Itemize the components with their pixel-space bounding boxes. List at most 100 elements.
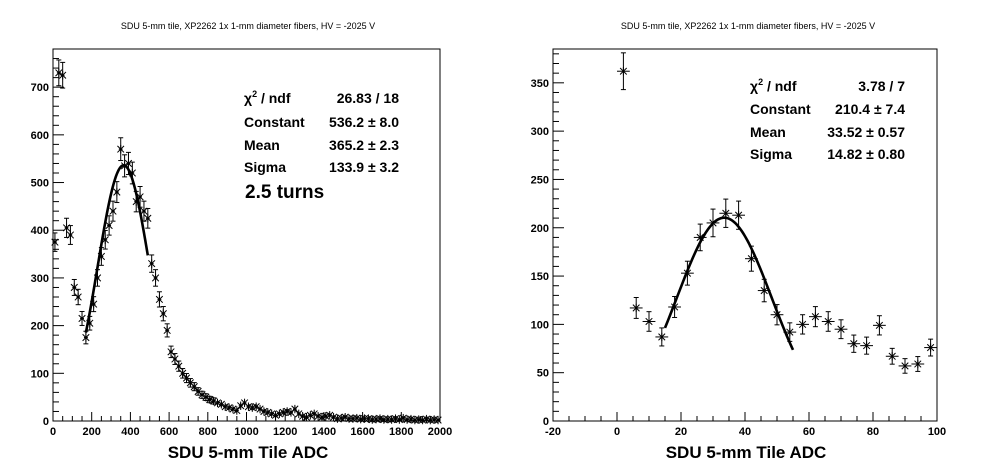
left-annotation-turns: 2.5 turns	[245, 182, 324, 203]
left-data-point	[202, 392, 210, 402]
left-data-point	[151, 269, 160, 287]
right-xtick-label: 20	[675, 426, 687, 438]
left-data-point	[82, 330, 90, 345]
left-stat-sigma-label: Sigma	[244, 159, 286, 175]
left-ytick-label: 300	[31, 273, 49, 285]
left-data-point	[159, 306, 167, 322]
left-data-point	[399, 413, 407, 423]
right-data-point	[898, 358, 912, 374]
left-data-point	[237, 401, 245, 410]
right-histogram-panel: SDU 5-mm tile, XP2262 1x 1-mm diameter f…	[531, 21, 947, 462]
right-stat-chi2-value: 3.78 / 7	[858, 78, 905, 94]
left-stat-sigma-value: 133.9 ± 3.2	[329, 159, 399, 175]
left-axis-ticks	[52, 58, 441, 422]
left-data-point	[78, 310, 86, 326]
left-data-point	[70, 278, 78, 296]
left-data-point	[144, 207, 152, 229]
left-xtick-label: 400	[121, 426, 139, 438]
left-xtick-label: 1600	[350, 426, 374, 438]
left-data-point	[380, 415, 388, 424]
left-data-point	[322, 412, 330, 421]
right-ytick-label: 100	[531, 319, 549, 331]
right-data-point	[834, 319, 848, 340]
right-data-point	[783, 322, 797, 342]
left-data-point	[117, 137, 125, 162]
left-ytick-label: 500	[31, 178, 49, 190]
right-ytick-label: 350	[531, 78, 549, 90]
left-data-point	[171, 353, 179, 365]
left-data-point	[357, 414, 365, 424]
right-data-point	[629, 296, 643, 319]
left-data-point	[163, 323, 171, 338]
right-ytick-label: 300	[531, 126, 549, 138]
left-data-point	[256, 404, 264, 414]
right-data-points	[617, 52, 937, 374]
left-data-point	[55, 59, 63, 87]
right-data-point	[847, 334, 861, 353]
left-data-point	[426, 415, 434, 425]
left-fit-curve	[84, 163, 150, 333]
right-xtick-label: 100	[928, 426, 946, 438]
left-data-point	[155, 291, 164, 308]
right-xtick-label: 0	[614, 426, 620, 438]
right-data-point	[617, 52, 630, 91]
left-xtick-label: 0	[50, 426, 56, 438]
right-ytick-label: 0	[543, 416, 549, 428]
left-data-point	[376, 414, 384, 423]
left-data-point	[221, 402, 229, 411]
left-stat-constant-label: Constant	[244, 114, 305, 130]
right-ytick-label: 50	[537, 368, 549, 380]
left-data-point	[66, 225, 75, 245]
left-data-point	[275, 409, 284, 419]
left-ytick-label: 100	[31, 368, 49, 380]
left-data-point	[434, 415, 442, 425]
right-stat-constant-value: 210.4 ± 7.4	[835, 101, 905, 117]
right-data-point	[873, 315, 886, 336]
right-stat-chi2-label: χ2 / ndf	[750, 77, 797, 94]
right-axis-ticks	[552, 53, 938, 422]
left-data-point	[109, 200, 117, 222]
left-data-point	[74, 288, 82, 306]
left-data-point	[225, 403, 233, 412]
left-data-point	[329, 412, 338, 422]
left-stat-mean-value: 365.2 ± 2.3	[329, 137, 399, 153]
left-chart-title: SDU 5-mm tile, XP2262 1x 1-mm diameter f…	[121, 21, 375, 31]
left-data-point	[306, 411, 315, 420]
right-data-point	[655, 327, 669, 347]
right-data-point	[821, 311, 835, 332]
left-data-point	[295, 409, 303, 419]
left-data-point	[178, 368, 187, 379]
left-data-point	[264, 408, 272, 417]
left-data-point	[271, 411, 280, 420]
left-data-point	[213, 398, 222, 408]
left-stat-chi2-label: χ2 / ndf	[244, 89, 291, 106]
left-data-point	[190, 382, 198, 392]
right-stat-sigma-label: Sigma	[750, 146, 792, 162]
left-ytick-label: 200	[31, 321, 49, 333]
right-data-point	[924, 338, 937, 357]
left-stat-chi2-value: 26.83 / 18	[337, 90, 399, 106]
left-xtick-label: 1000	[234, 426, 258, 438]
right-data-point	[719, 198, 733, 228]
right-ytick-label: 200	[531, 223, 549, 235]
left-data-point	[291, 404, 299, 414]
left-data-point	[341, 412, 349, 422]
left-fit-stats-box: χ2 / ndf 26.83 / 18 Constant 536.2 ± 8.0…	[244, 89, 399, 203]
left-ytick-label: 400	[31, 225, 49, 237]
left-data-point	[175, 360, 183, 372]
right-ytick-label: 150	[531, 271, 549, 283]
left-data-point	[244, 402, 253, 411]
right-xtick-label: -20	[545, 426, 561, 438]
left-tick-labels: 0 200 400 600 800 1000 1200 1400 1600 1800 2000 0 10…	[31, 82, 453, 438]
left-xtick-label: 200	[83, 426, 101, 438]
left-data-point	[105, 215, 113, 236]
left-data-point	[59, 61, 67, 89]
right-data-point	[911, 356, 925, 372]
right-stat-constant-label: Constant	[750, 101, 811, 117]
left-data-point	[395, 415, 404, 424]
left-data-point	[353, 413, 361, 423]
left-data-point	[51, 232, 59, 252]
left-data-point	[310, 409, 318, 419]
